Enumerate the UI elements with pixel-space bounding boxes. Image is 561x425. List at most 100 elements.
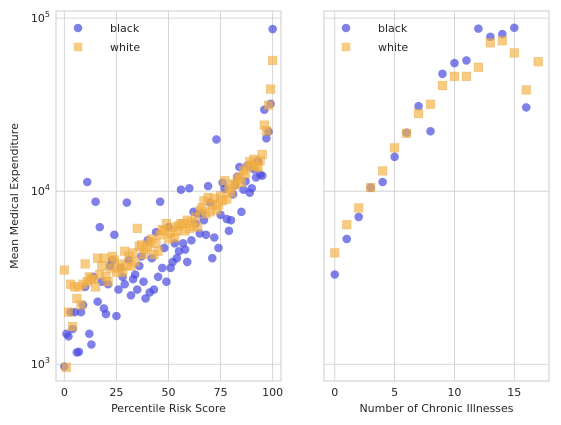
data-point [342, 220, 352, 230]
legend-label-black: black [110, 22, 140, 35]
data-point [112, 311, 121, 321]
data-point [141, 294, 150, 303]
data-point [257, 149, 267, 160]
x-tick-label: 15 [507, 386, 521, 399]
data-point [474, 24, 483, 33]
data-point [185, 183, 194, 193]
data-point [76, 300, 86, 310]
data-point [61, 362, 72, 372]
plot-panel-right: 0 5 10 15 Number of Chronic Illnesses black wh… [323, 10, 550, 415]
data-point [533, 57, 543, 67]
x-axis-label: Percentile Risk Score [111, 402, 226, 415]
data-point [74, 347, 84, 357]
plot-frame [55, 10, 282, 382]
x-tick-label: 0 [331, 386, 338, 399]
y-axis-label: Mean Medical Expenditure [8, 123, 21, 269]
data-point [437, 80, 448, 91]
data-point [93, 297, 102, 306]
plot-panel-left: 0 25 50 75 100 103 104 105 Percentile Risk Score… [8, 10, 283, 415]
data-point [462, 56, 471, 65]
data-point [509, 23, 519, 33]
data-point [80, 259, 90, 269]
data-point [90, 282, 101, 292]
x-axis-label: Number of Chronic Illnesses [359, 402, 513, 415]
data-point [268, 55, 278, 66]
plot-area [324, 11, 549, 381]
data-point [97, 261, 107, 271]
data-point [438, 69, 447, 79]
x-tick-label: 75 [214, 386, 228, 399]
data-point [342, 234, 352, 244]
data-point [126, 291, 136, 300]
data-point [172, 253, 182, 263]
data-point [414, 101, 423, 111]
data-point [120, 279, 130, 289]
data-point [214, 243, 223, 253]
data-point [114, 285, 123, 294]
data-point [182, 257, 192, 267]
data-point [132, 285, 142, 294]
data-point [461, 71, 472, 81]
data-point [64, 332, 73, 341]
data-point [378, 177, 387, 187]
x-tick-label: 50 [162, 386, 176, 399]
plot-frame [323, 10, 550, 382]
data-point [226, 215, 236, 225]
data-point [521, 85, 531, 95]
data-point [378, 166, 388, 176]
data-point [203, 181, 213, 191]
data-point [237, 207, 246, 217]
data-point [157, 263, 167, 273]
data-point [59, 265, 69, 275]
data-point [91, 197, 100, 206]
data-point [390, 152, 399, 162]
data-point [220, 176, 230, 186]
data-point [247, 183, 257, 193]
data-point [76, 307, 86, 317]
data-point [139, 277, 148, 286]
data-point [187, 236, 196, 245]
legend-label-black: black [378, 22, 408, 35]
y-tick-label: 103 [31, 356, 50, 371]
data-point [401, 128, 412, 138]
data-point [330, 248, 340, 258]
legend-marker-black [73, 23, 83, 33]
data-point [262, 134, 271, 143]
data-point [498, 29, 507, 39]
data-point [63, 307, 74, 317]
data-point [151, 238, 161, 248]
data-point [473, 62, 483, 72]
data-point [101, 309, 111, 319]
data-point [176, 185, 186, 195]
data-point [210, 233, 219, 242]
data-point [509, 48, 519, 58]
data-point [103, 277, 113, 287]
data-point [110, 230, 119, 240]
data-point [87, 340, 96, 349]
data-point [497, 36, 507, 46]
data-point [366, 182, 376, 193]
x-tick-label: 5 [391, 386, 398, 399]
data-point [212, 135, 221, 144]
data-point [425, 99, 436, 109]
data-point [268, 24, 277, 34]
legend-marker-white [341, 42, 351, 52]
legend-marker-white [73, 42, 83, 52]
x-tick-label: 10 [447, 386, 461, 399]
data-point [265, 84, 276, 94]
data-point [153, 246, 163, 256]
legend: black white [73, 22, 140, 54]
data-point [449, 71, 460, 81]
data-point [354, 203, 364, 213]
data-point [224, 226, 234, 236]
data-point [155, 197, 165, 206]
data-point [82, 177, 92, 187]
legend-label-white: white [378, 41, 408, 54]
legend-marker-black [341, 23, 351, 33]
x-tick-label: 100 [262, 386, 283, 399]
data-point [122, 198, 132, 207]
data-point [99, 253, 109, 263]
series-white [59, 55, 278, 372]
data-point [85, 329, 94, 339]
